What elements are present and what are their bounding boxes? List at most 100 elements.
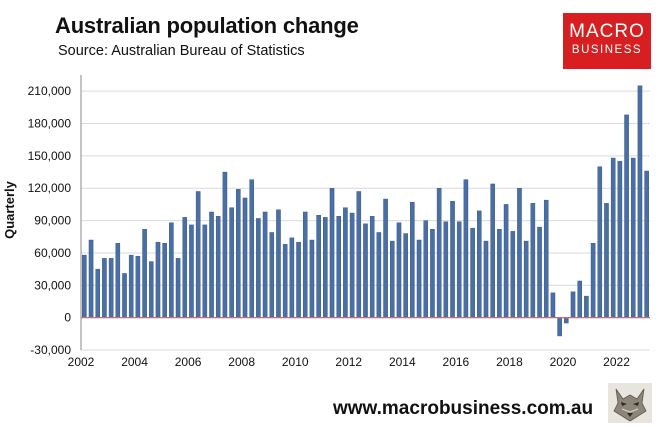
- bar: [503, 204, 509, 318]
- bar: [383, 198, 388, 318]
- bar: [349, 212, 355, 318]
- bar: [403, 233, 408, 318]
- bar: [189, 224, 194, 318]
- bar: [115, 243, 121, 318]
- bar: [564, 317, 569, 324]
- bar: [276, 209, 281, 318]
- bar: [369, 216, 375, 318]
- bar: [416, 239, 422, 318]
- bar: [590, 243, 596, 318]
- bar: [644, 170, 649, 318]
- y-axis-label: Quarterly: [2, 180, 17, 239]
- website-url[interactable]: www.macrobusiness.com.au: [333, 398, 594, 419]
- x-tick-label: 2016: [443, 355, 470, 369]
- chart-title: Australian population change: [55, 13, 359, 38]
- bar: [175, 258, 181, 318]
- bar: [135, 255, 141, 318]
- bar: [577, 280, 582, 318]
- bar: [323, 217, 328, 318]
- bar: [236, 189, 241, 318]
- bar: [195, 191, 201, 318]
- bar: [543, 199, 549, 318]
- y-tick-label: 180,000: [28, 117, 72, 131]
- bar: [517, 188, 522, 318]
- bar: [82, 254, 87, 318]
- bar: [597, 166, 603, 318]
- bar: [497, 229, 502, 318]
- bar: [302, 211, 308, 318]
- macrobusiness-logo[interactable]: MACRO BUSINESS: [563, 13, 651, 69]
- logo-line-1: MACRO: [569, 21, 645, 42]
- y-tick-label: 120,000: [28, 181, 72, 195]
- bar: [142, 229, 147, 318]
- bar: [537, 226, 542, 318]
- logo-line-2: BUSINESS: [571, 44, 643, 56]
- bar: [624, 114, 629, 318]
- x-tick-label: 2004: [121, 355, 148, 369]
- y-tick-label: 30,000: [34, 278, 71, 292]
- axes: -30,000 0 30,000 60,000 90,000 120,000 150,000…: [28, 75, 650, 369]
- bar: [336, 216, 341, 318]
- bar: [376, 232, 382, 318]
- bar: [604, 203, 609, 318]
- bar: [202, 224, 208, 318]
- bar: [490, 183, 495, 318]
- bar: [242, 197, 248, 318]
- bar: [584, 295, 589, 318]
- bar: [95, 268, 101, 318]
- x-tick-label: 2020: [550, 355, 577, 369]
- bar: [557, 317, 562, 337]
- bar: [162, 243, 167, 318]
- bar: [470, 227, 475, 318]
- y-tick-label: -30,000: [30, 343, 71, 357]
- bar: [289, 237, 295, 318]
- bar: [610, 157, 616, 318]
- bar: [477, 210, 482, 318]
- bar: [169, 222, 174, 318]
- x-tick-label: 2022: [603, 355, 630, 369]
- bar: [269, 232, 275, 318]
- bar: [570, 291, 576, 318]
- bar: [637, 85, 643, 318]
- bar: [329, 188, 335, 318]
- bar: [456, 221, 462, 318]
- bar: [182, 217, 188, 318]
- bar: [550, 292, 556, 318]
- bar: [430, 229, 435, 318]
- chart-subtitle: Source: Australian Bureau of Statistics: [58, 43, 305, 59]
- bar: [128, 254, 134, 318]
- bar: [450, 200, 455, 318]
- bar: [523, 240, 529, 318]
- x-tick-label: 2012: [335, 355, 362, 369]
- bar: [296, 241, 301, 318]
- bar: [436, 188, 442, 318]
- bar: [396, 222, 402, 318]
- x-tick-label: 2018: [496, 355, 523, 369]
- x-tick-label: 2014: [389, 355, 416, 369]
- y-tick-label: 0: [64, 311, 71, 325]
- bar: [215, 216, 221, 318]
- bar: [88, 239, 94, 318]
- x-tick-label: 2010: [282, 355, 309, 369]
- bar: [108, 258, 114, 318]
- bar: [510, 231, 516, 318]
- bar: [363, 223, 368, 318]
- bar: [390, 240, 395, 318]
- bar: [410, 202, 415, 318]
- bar: [356, 191, 362, 318]
- bar: [222, 171, 228, 318]
- bar: [316, 214, 321, 318]
- bar: [149, 261, 154, 318]
- bar: [617, 161, 623, 318]
- bar: [630, 157, 636, 318]
- bar: [262, 211, 268, 318]
- bar: [249, 179, 254, 318]
- bar: [229, 207, 234, 318]
- x-tick-label: 2006: [175, 355, 202, 369]
- bar: [343, 207, 348, 318]
- bar: [122, 273, 127, 318]
- bar: [530, 203, 536, 318]
- wolf-icon: [608, 383, 652, 423]
- bar: [443, 221, 449, 318]
